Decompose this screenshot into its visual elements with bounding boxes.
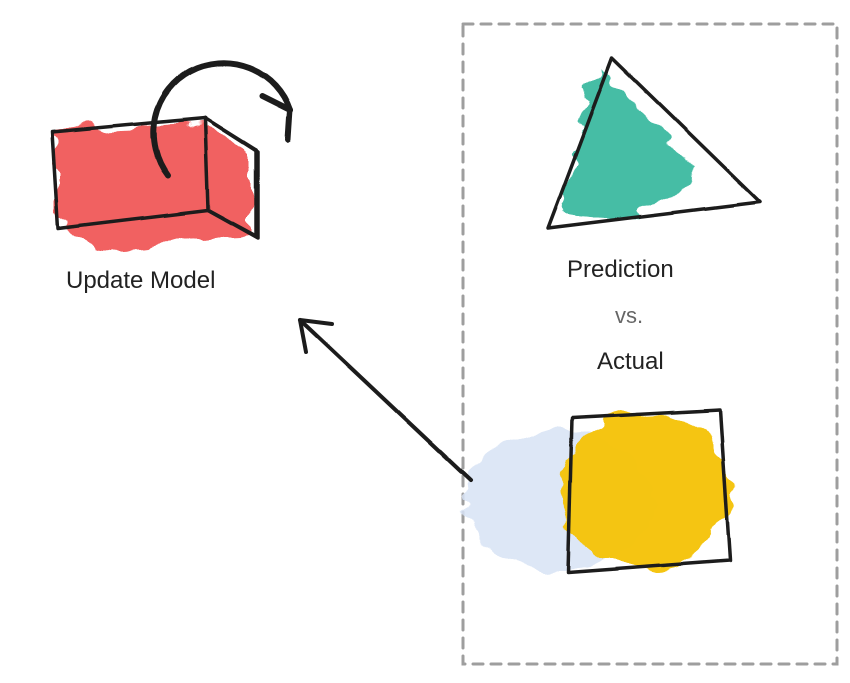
- update-model-label: Update Model: [66, 267, 215, 295]
- vs-label: vs.: [615, 303, 643, 329]
- prediction-label: Prediction: [567, 256, 674, 284]
- diagram-stage: Update Model Prediction vs. Actual: [0, 0, 850, 683]
- flow-arrow-icon: [300, 320, 470, 480]
- prediction-shape: [548, 58, 760, 228]
- actual-shape: [465, 410, 730, 572]
- actual-label: Actual: [597, 348, 664, 376]
- diagram-svg: [0, 0, 850, 683]
